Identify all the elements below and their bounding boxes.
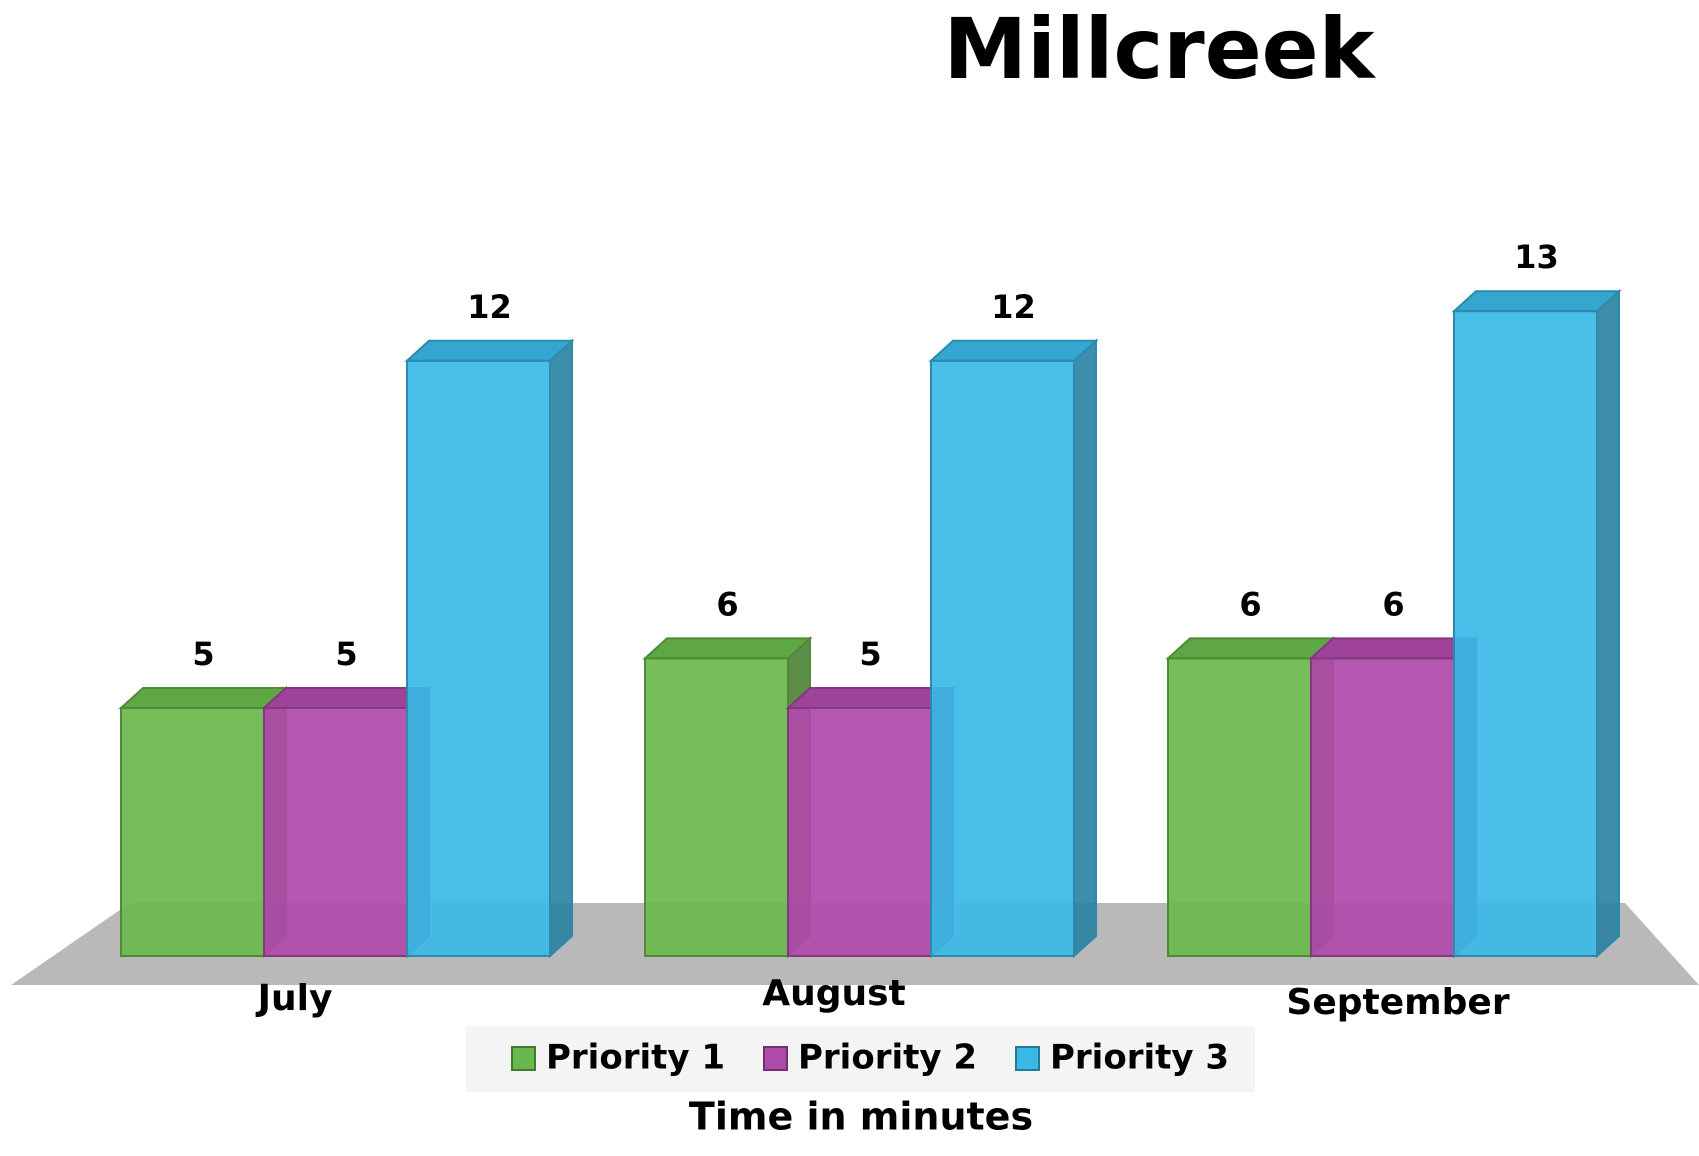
bar-front (1453, 310, 1598, 957)
legend-swatch (511, 1046, 536, 1071)
bar-top (1308, 637, 1479, 660)
bar-top (404, 339, 575, 362)
bar-top (785, 687, 956, 709)
bar-front (120, 707, 265, 957)
chart-title: Millcreek (944, 0, 1377, 98)
bar-front (787, 707, 932, 957)
bar-side (549, 338, 573, 959)
bar-front (263, 707, 408, 957)
bar-front (1167, 657, 1312, 958)
bar-top (1165, 637, 1336, 660)
bar-top (261, 687, 432, 709)
data-label: 6 (1382, 585, 1404, 623)
data-label: 6 (1239, 585, 1261, 623)
bar (928, 338, 1099, 959)
legend-label: Priority 1 (546, 1038, 725, 1078)
x-tick-label: July (255, 978, 333, 1019)
bar (1451, 288, 1622, 959)
bar (404, 338, 575, 959)
x-tick-label: August (762, 973, 906, 1014)
legend-swatch (1015, 1046, 1040, 1071)
bar (261, 685, 432, 959)
bar-front (930, 359, 1075, 957)
axis-label: Time in minutes (689, 1095, 1033, 1139)
bar (1165, 636, 1336, 959)
data-label: 5 (335, 635, 357, 673)
bar (785, 685, 956, 959)
data-label: 12 (467, 288, 512, 326)
data-label: 5 (859, 635, 881, 673)
bar-top (1451, 290, 1622, 313)
bar (1308, 636, 1479, 959)
data-label: 13 (1514, 238, 1559, 276)
bar-side (1596, 288, 1620, 959)
bar-front (406, 359, 551, 957)
bar-front (1310, 657, 1455, 958)
bar (118, 685, 289, 959)
bar-top (118, 687, 289, 709)
legend-swatch (763, 1046, 788, 1071)
x-tick-label: September (1286, 982, 1509, 1023)
data-label: 6 (716, 585, 738, 623)
bar-top (928, 339, 1099, 362)
data-label: 12 (991, 288, 1036, 326)
legend-label: Priority 3 (1050, 1038, 1229, 1078)
bar-front (644, 657, 789, 958)
bar-side (1073, 338, 1097, 959)
data-label: 5 (192, 635, 214, 673)
bar-top (642, 637, 813, 660)
bar (642, 636, 813, 959)
legend-box (466, 1026, 1255, 1092)
legend-label: Priority 2 (798, 1038, 977, 1078)
